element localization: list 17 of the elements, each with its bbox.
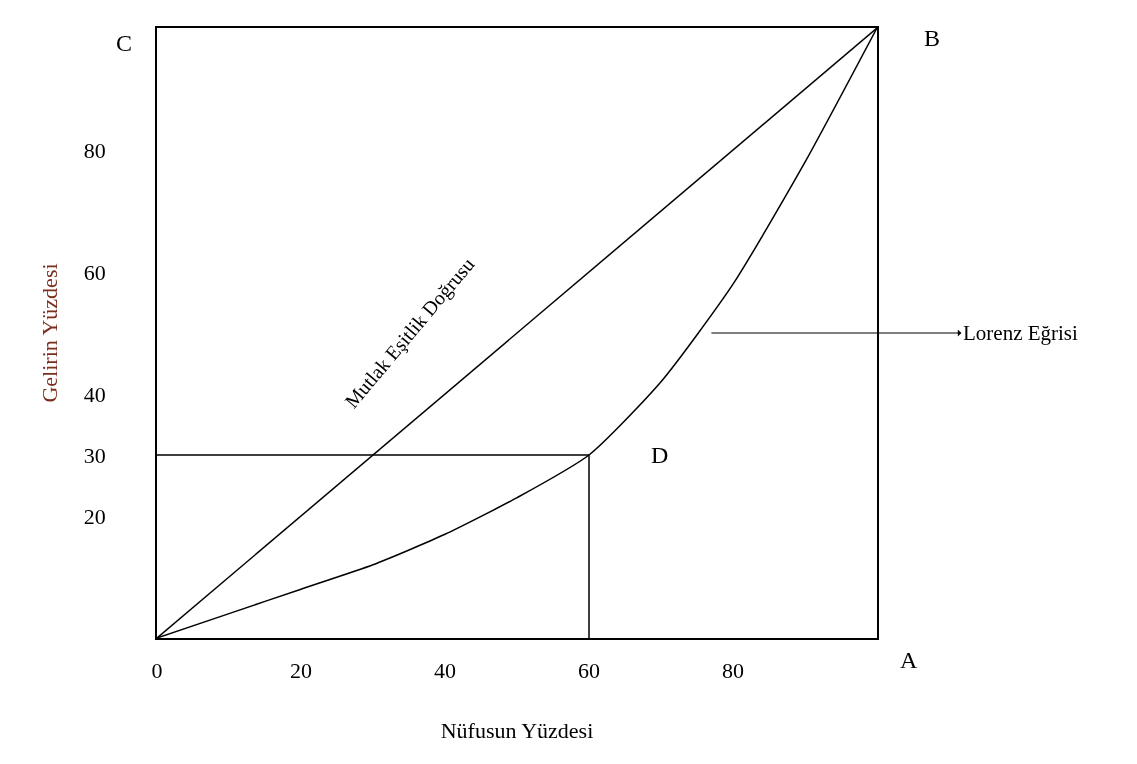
annotation: B [924,25,941,51]
x-tick-label: 80 [722,658,744,684]
y-axis-title: Gelirin Yüzdesi [37,263,63,403]
x-tick-label: 60 [578,658,600,684]
x-axis-title: Nüfusun Yüzdesi [440,717,594,743]
x-tick-label: 40 [434,658,456,684]
annotation: D [651,442,669,468]
y-tick-label: 40 [83,381,106,407]
y-tick-label: 60 [83,259,106,285]
x-tick-label: 0 [151,658,163,684]
y-tick-label: 80 [83,137,106,163]
text: Lorenz Eğrisi [963,321,1079,345]
x-tick-label: 20 [290,658,312,684]
y-tick-label: 20 [83,503,106,529]
text: C [116,30,133,56]
y-tick-label: 30 [83,442,106,468]
text: A [900,647,918,673]
